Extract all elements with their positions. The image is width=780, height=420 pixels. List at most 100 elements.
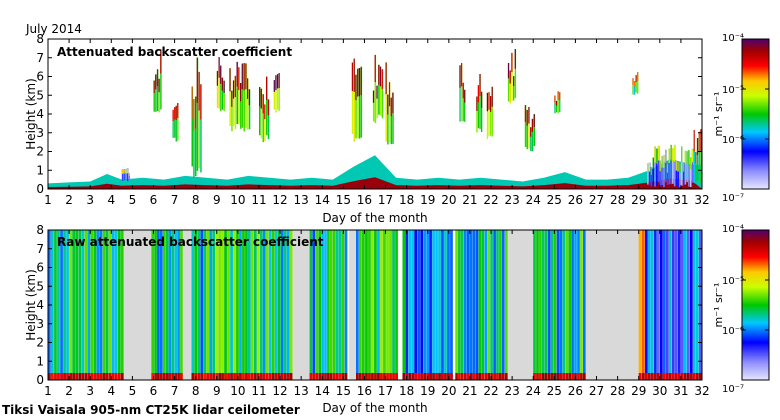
x-tick-label: 9 [213, 193, 221, 207]
noise-column [309, 230, 313, 380]
noise-column [197, 230, 201, 380]
noise-column [72, 230, 75, 380]
noise-column [63, 230, 66, 380]
cloud-core-mark [462, 82, 464, 99]
surface-mark [280, 373, 284, 380]
surface-mark [435, 373, 438, 380]
cloud-core-mark [681, 146, 683, 163]
colorbar-attenuated-label: m⁻¹ sr⁻¹ [712, 92, 725, 137]
data-gap [347, 230, 350, 380]
noise-column [78, 230, 82, 380]
surface-mark [417, 373, 420, 380]
cloud-core-mark [656, 148, 658, 164]
surface-mark [230, 373, 233, 380]
cloud-core-mark [260, 88, 262, 109]
cloud-mark [372, 90, 375, 122]
surface-mark [536, 373, 539, 380]
x-tick-label: 28 [610, 193, 625, 207]
noise-column [271, 230, 275, 380]
cloud-core-mark [486, 92, 488, 112]
cloud-mark [220, 65, 222, 112]
cloud-mark [390, 97, 392, 145]
y-tick-label: 1 [36, 163, 44, 177]
x-tick-label: 7 [171, 384, 179, 398]
cloud-mark [673, 144, 676, 187]
noise-column [441, 230, 444, 380]
y-tick-label: 4 [36, 107, 44, 121]
y-tick-label: 7 [36, 51, 44, 65]
cloud-core-mark [488, 92, 490, 110]
noise-column [472, 230, 476, 380]
surface-mark [651, 373, 654, 380]
cloud-mark [275, 75, 277, 113]
cloud-core-mark [490, 96, 492, 112]
cloud-mark [696, 138, 699, 181]
x-tick-label: 1 [44, 384, 52, 398]
surface-mark [475, 373, 479, 380]
cloud-mark [240, 83, 242, 129]
noise-column [536, 230, 539, 380]
cloud-mark [690, 157, 692, 187]
cloud-core-mark [559, 92, 561, 101]
surface-mark [402, 373, 406, 380]
x-tick-label: 5 [129, 193, 137, 207]
cloud-core-mark [654, 146, 656, 163]
surface-mark [327, 373, 330, 380]
x-tick-label: 19 [420, 193, 435, 207]
surface-mark [191, 373, 195, 380]
x-tick-label: 30 [652, 193, 667, 207]
cloud-core-mark [557, 91, 559, 100]
noise-column [547, 230, 551, 380]
surface-mark [271, 373, 275, 380]
x-tick-label: 18 [399, 384, 414, 398]
cloud-core-mark [351, 62, 353, 92]
surface-mark [257, 373, 260, 380]
surface-mark [174, 373, 177, 380]
cloud-core-mark [245, 63, 247, 90]
colorbar-tick-label: 10⁻⁶ [722, 326, 744, 337]
noise-column [469, 230, 473, 380]
cloud-core-mark [195, 96, 197, 129]
x-tick-label: 21 [462, 384, 477, 398]
cloud-mark [659, 160, 662, 187]
y-tick-label: 3 [36, 317, 44, 331]
noise-column [368, 230, 371, 380]
surface-mark [209, 373, 212, 380]
surface-mark [362, 373, 365, 380]
cloud-core-mark [360, 66, 362, 96]
cloud-mark [555, 100, 558, 113]
noise-column [696, 230, 699, 380]
noise-column [335, 230, 339, 380]
x-tick-label: 25 [547, 193, 562, 207]
cloud-mark [462, 82, 464, 122]
cloud-mark [509, 70, 511, 104]
surface-mark [330, 373, 333, 380]
cloud-mark [672, 148, 674, 184]
x-tick-label: 12 [272, 384, 287, 398]
cloud-mark [634, 81, 636, 95]
cloud-core-mark [357, 68, 359, 97]
cloud-mark [464, 89, 466, 122]
cloud-core-mark [696, 138, 699, 155]
noise-column [383, 230, 386, 380]
panel-raw-ylabel: Height (km) [24, 269, 38, 340]
cloud-mark [172, 109, 174, 138]
x-tick-label: 9 [213, 384, 221, 398]
noise-column [544, 230, 548, 380]
noise-column [447, 230, 450, 380]
x-tick-label: 26 [568, 384, 583, 398]
surface-mark [568, 373, 571, 380]
x-tick-label: 24 [526, 193, 541, 207]
surface-mark [111, 373, 115, 380]
cloud-mark [351, 62, 354, 134]
surface-mark [66, 373, 69, 380]
cloud-mark [647, 163, 649, 185]
date-label: July 2014 [25, 22, 82, 36]
surface-mark [386, 373, 389, 380]
cloud-core-mark [264, 104, 266, 120]
cloud-mark [682, 162, 685, 186]
x-tick-label: 22 [483, 384, 498, 398]
cloud-core-mark [526, 109, 528, 126]
noise-column [57, 230, 60, 380]
cloud-core-mark [507, 63, 510, 79]
